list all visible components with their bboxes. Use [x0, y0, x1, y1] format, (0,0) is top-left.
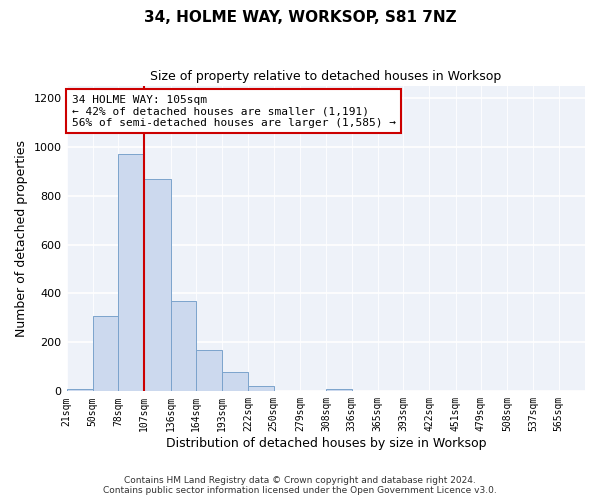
Bar [93, 316, 118, 392]
Text: 34, HOLME WAY, WORKSOP, S81 7NZ: 34, HOLME WAY, WORKSOP, S81 7NZ [143, 10, 457, 25]
Text: Contains HM Land Registry data © Crown copyright and database right 2024.
Contai: Contains HM Land Registry data © Crown c… [103, 476, 497, 495]
Bar [118, 154, 145, 392]
Bar [170, 301, 196, 392]
X-axis label: Distribution of detached houses by size in Worksop: Distribution of detached houses by size … [166, 437, 486, 450]
Bar [67, 389, 93, 392]
Bar [196, 350, 222, 392]
Bar [248, 386, 274, 392]
Bar [326, 389, 352, 392]
Bar [145, 178, 170, 392]
Y-axis label: Number of detached properties: Number of detached properties [15, 140, 28, 337]
Title: Size of property relative to detached houses in Worksop: Size of property relative to detached ho… [150, 70, 502, 83]
Bar [222, 372, 248, 392]
Text: 34 HOLME WAY: 105sqm
← 42% of detached houses are smaller (1,191)
56% of semi-de: 34 HOLME WAY: 105sqm ← 42% of detached h… [72, 94, 396, 128]
